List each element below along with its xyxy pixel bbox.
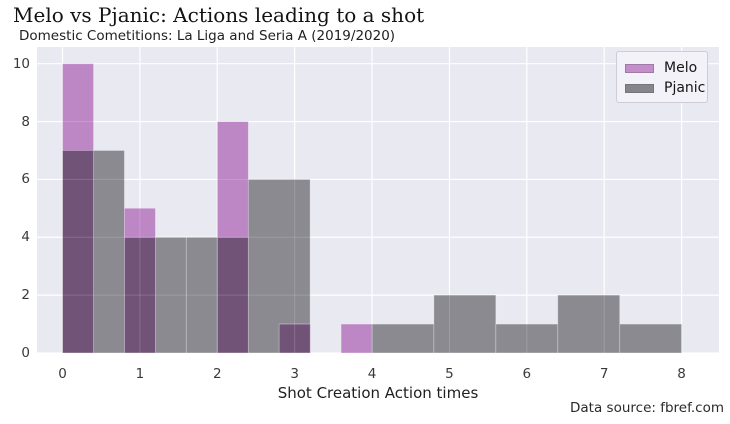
bar-pjanic: [371, 323, 435, 353]
x-tick-label: 7: [599, 366, 609, 382]
legend: Melo Pjanic: [616, 51, 708, 103]
x-axis-ticks: 0 1 2 3 4 5 6 7 8: [0, 366, 730, 384]
legend-row-pjanic: Pjanic: [625, 78, 707, 98]
bar-overlap: [278, 323, 311, 353]
bar-pjanic: [247, 178, 311, 353]
plot-area: [37, 47, 719, 353]
x-tick-label: 6: [522, 366, 532, 382]
x-tick-label: 5: [445, 366, 454, 382]
x-tick-label: 8: [677, 366, 686, 382]
x-tick-label: 3: [290, 366, 299, 382]
bar-overlap: [124, 236, 156, 353]
melo-swatch-icon: [625, 63, 654, 73]
legend-label-melo: Melo: [664, 60, 698, 76]
y-tick-label: 2: [21, 287, 30, 304]
histogram-svg: [37, 47, 719, 353]
bar-pjanic: [619, 323, 683, 353]
y-tick-label: 8: [21, 113, 30, 130]
y-tick-label: 6: [21, 171, 30, 188]
bar-overlap: [62, 150, 94, 353]
legend-row-melo: Melo: [625, 58, 707, 78]
bar-melo: [340, 323, 373, 353]
legend-label-pjanic: Pjanic: [664, 80, 706, 96]
y-tick-label: 10: [12, 55, 30, 72]
bar-pjanic: [433, 294, 497, 353]
source-note: Data source: fbref.com: [570, 400, 724, 416]
chart-subtitle: Domestic Cometitions: La Liga and Seria …: [19, 28, 396, 44]
bar-overlap: [216, 236, 249, 353]
x-tick-label: 1: [135, 366, 145, 382]
y-tick-label: 0: [21, 345, 30, 361]
x-tick-label: 2: [212, 366, 222, 382]
y-tick-label: 4: [21, 229, 30, 246]
x-axis-label: Shot Creation Action times: [277, 384, 479, 402]
x-tick-label: 0: [58, 366, 67, 382]
chart-title: Melo vs Pjanic: Actions leading to a sho…: [13, 3, 425, 27]
x-tick-label: 4: [367, 366, 377, 382]
bar-pjanic: [557, 294, 621, 353]
pjanic-swatch-icon: [625, 83, 654, 93]
